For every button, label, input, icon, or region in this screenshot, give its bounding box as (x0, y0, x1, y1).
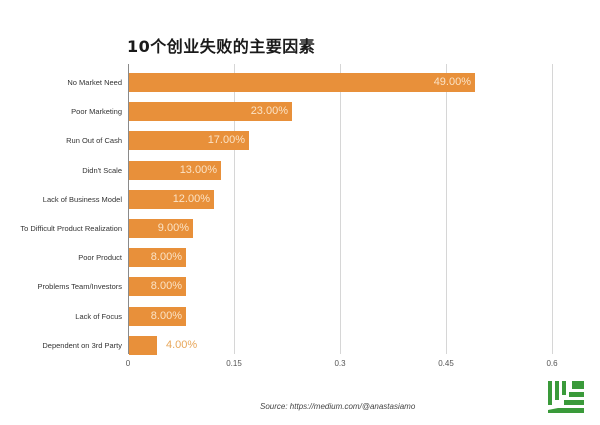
gridline (446, 64, 447, 354)
bar (129, 190, 214, 209)
bar-value-label: 49.00% (433, 76, 471, 88)
category-label: Lack of Focus (75, 312, 122, 321)
category-label: Dependent on 3rd Party (42, 341, 122, 350)
category-label: Poor Product (78, 253, 122, 262)
bar (129, 336, 157, 355)
category-label: To Difficult Product Realization (20, 224, 122, 233)
category-label: Didn't Scale (82, 166, 122, 175)
bar (129, 277, 186, 296)
category-label: Lack of Business Model (42, 195, 122, 204)
gridline (552, 64, 553, 354)
category-label: Run Out of Cash (66, 136, 122, 145)
bar-value-label: 23.00% (250, 105, 288, 117)
category-label: Poor Marketing (71, 107, 122, 116)
gridline (340, 64, 341, 354)
bar (129, 248, 186, 267)
bar (129, 307, 186, 326)
bar-value-label: 8.00% (150, 280, 182, 292)
x-tick-label: 0.15 (226, 359, 242, 368)
bar-value-label: 8.00% (150, 251, 182, 263)
bar (129, 131, 249, 150)
x-tick-label: 0.3 (334, 359, 346, 368)
category-label: Problems Team/Investors (37, 282, 122, 291)
brand-logo-icon (548, 381, 584, 413)
bar-value-label: 9.00% (157, 222, 189, 234)
bar-value-label: 13.00% (179, 164, 217, 176)
category-label: No Market Need (67, 78, 122, 87)
bar-value-label: 17.00% (207, 134, 245, 146)
y-axis-line (128, 64, 129, 354)
bar (129, 102, 292, 121)
bar-value-label: 12.00% (172, 193, 210, 205)
bar (129, 73, 475, 92)
x-tick-label: 0 (125, 359, 131, 368)
gridline (234, 64, 235, 354)
source-caption: Source: https://medium.com/@anastasiamo (260, 402, 416, 411)
bar-value-label: 4.00% (166, 339, 198, 351)
x-tick-label: 0.6 (546, 359, 558, 368)
chart-title: 10个创业失败的主要因素 (127, 37, 316, 56)
bar-value-label: 8.00% (150, 310, 182, 322)
bar (129, 161, 221, 180)
bar (129, 219, 193, 238)
x-tick-label: 0.45 (438, 359, 454, 368)
